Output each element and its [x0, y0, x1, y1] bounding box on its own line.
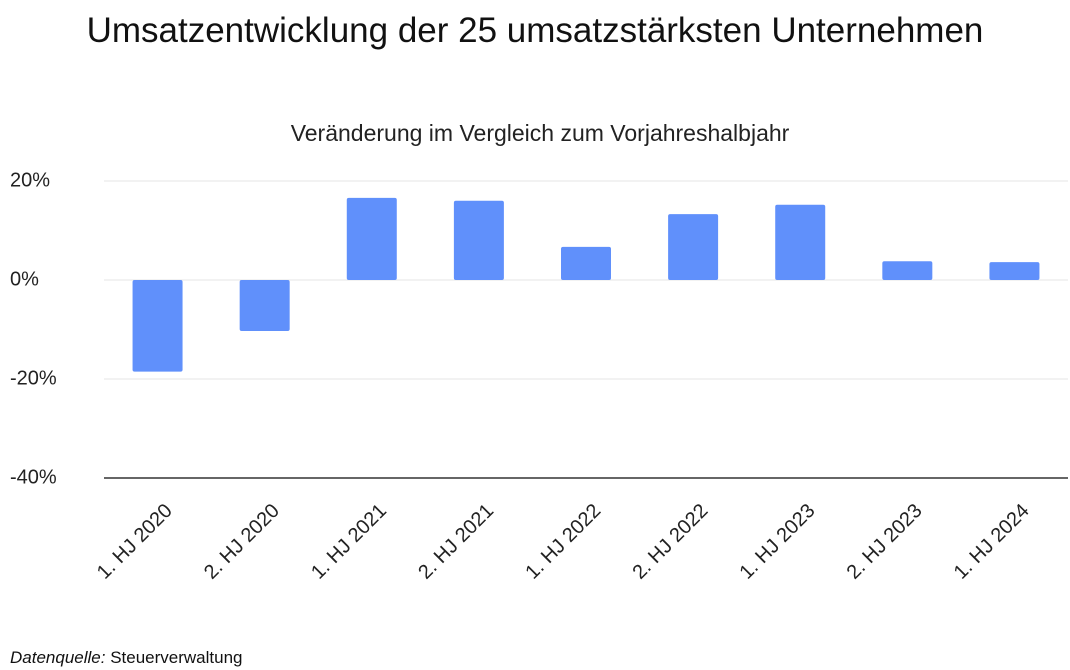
chart-subtitle: Veränderung im Vergleich zum Vorjahresha…: [291, 120, 790, 146]
bar: [346, 197, 397, 280]
footer: Datenquelle: Steuerverwaltung: [10, 648, 243, 668]
bar: [453, 200, 504, 280]
y-tick-label: -20%: [10, 367, 57, 389]
x-tick-label: 2. HJ 2022: [628, 500, 712, 584]
x-tick-label: 2. HJ 2020: [200, 500, 284, 584]
source-label: Datenquelle:: [10, 648, 106, 667]
x-tick-label: 1. HJ 2021: [307, 500, 391, 584]
y-tick-label: 20%: [10, 169, 50, 191]
x-tick-label: 1. HJ 2020: [93, 500, 177, 584]
x-tick-label: 1. HJ 2024: [950, 500, 1034, 584]
bar: [668, 214, 719, 280]
x-tick-label: 2. HJ 2023: [843, 500, 927, 584]
x-tick-label: 2. HJ 2021: [414, 500, 498, 584]
bar: [239, 280, 290, 331]
bar: [132, 280, 183, 372]
bar: [882, 261, 933, 280]
x-tick-label: 1. HJ 2022: [521, 500, 605, 584]
y-tick-label: -40%: [10, 466, 57, 488]
bar: [989, 262, 1040, 280]
chart-title: Umsatzentwicklung der 25 umsatzstärksten…: [86, 11, 984, 50]
source: Steuerverwaltung: [110, 648, 243, 667]
bar: [561, 246, 611, 280]
y-tick-label: 0%: [10, 268, 39, 290]
x-tick-label: 1. HJ 2023: [736, 500, 820, 584]
bar: [775, 204, 826, 280]
